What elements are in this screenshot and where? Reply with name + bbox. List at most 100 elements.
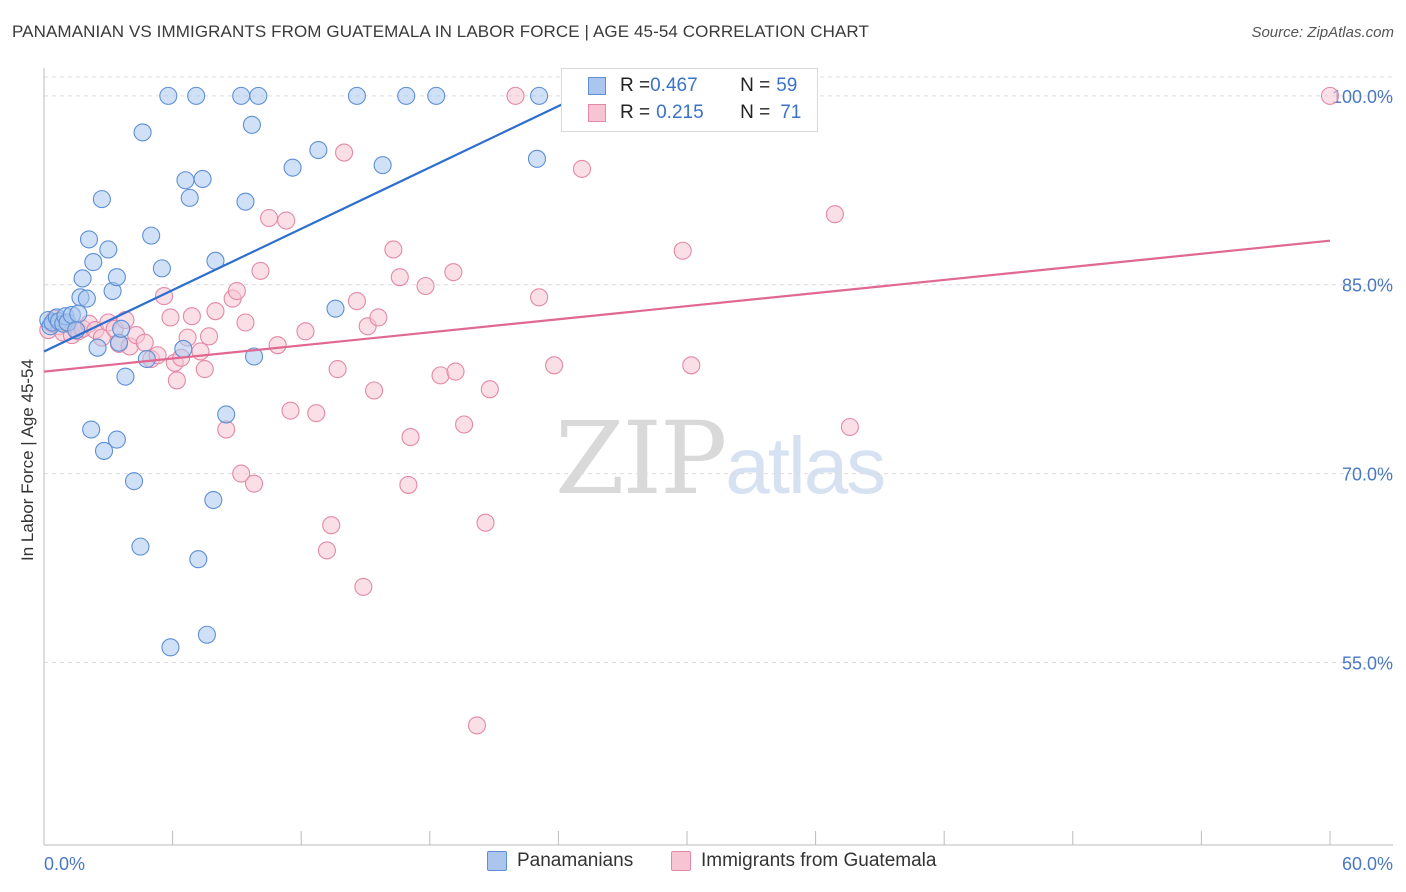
panamanian-point — [193, 169, 212, 189]
panamanian-point — [94, 441, 114, 460]
panamanian-point — [88, 338, 107, 357]
panamanian-point — [161, 638, 180, 657]
y-tick-label: 70.0% — [1342, 465, 1393, 485]
guatemala-point — [431, 366, 450, 385]
panamanian-point — [373, 156, 392, 175]
legend-swatch-pink — [588, 104, 606, 122]
guatemala-point — [506, 86, 525, 105]
y-tick-label: 85.0% — [1342, 276, 1393, 296]
panamanian-point — [99, 240, 118, 259]
guatemala-point — [390, 268, 409, 287]
panamanian-point — [77, 289, 96, 308]
legend-n-label: N = — [740, 75, 771, 96]
panamanian-point — [180, 188, 199, 207]
panamanian-point — [137, 349, 156, 369]
legend-item-panamanians[interactable]: Panamanians — [487, 850, 633, 872]
legend-n-value: 71 — [780, 102, 802, 123]
chart-source: Source: ZipAtlas.com — [1251, 24, 1394, 41]
panamanian-point — [176, 171, 195, 190]
stats-legend: R = 0.467 N = 59 R = 0.215 N = 71 — [561, 68, 818, 132]
chart-title: PANAMANIAN VS IMMIGRANTS FROM GUATEMALA … — [12, 22, 869, 41]
panamanian-point — [326, 299, 345, 318]
panamanian-point — [244, 347, 264, 366]
legend-r-value: 0.215 — [656, 102, 704, 123]
guatemala-point — [135, 333, 154, 352]
guatemala-point — [572, 159, 592, 178]
panamanian-point — [107, 430, 126, 449]
guatemala-point — [545, 356, 564, 375]
x-tick-label: 60.0% — [1342, 854, 1393, 874]
guatemala-point — [251, 261, 270, 280]
panamanian-point — [232, 86, 251, 105]
guatemala-point — [354, 577, 373, 596]
legend-label-panamanians: Panamanians — [517, 850, 634, 871]
panamanian-point — [527, 149, 547, 168]
watermark: ZIPatlas — [555, 400, 886, 517]
panamanian-point — [131, 537, 150, 556]
guatemala-point — [268, 336, 287, 355]
guatemala-point — [530, 288, 549, 307]
guatemala-point — [673, 241, 692, 260]
panamanian-point — [133, 123, 152, 142]
panamanian-point — [159, 86, 178, 105]
panamanian-point — [107, 268, 126, 287]
guatemala-point — [347, 292, 366, 311]
panamanian-trendline — [43, 94, 581, 353]
guatemala-point — [281, 401, 300, 420]
panamanian-point — [309, 140, 328, 160]
panamanian-point — [347, 86, 366, 105]
y-tick-label: 55.0% — [1342, 653, 1393, 673]
y-tick-label: 100.0% — [1332, 87, 1393, 107]
guatemala-point — [476, 513, 495, 532]
panamanian-point — [79, 230, 99, 249]
panamanian-point — [217, 405, 236, 424]
guatemala-point — [307, 404, 326, 423]
panamanian-point — [82, 420, 101, 439]
guatemala-point — [195, 360, 214, 379]
guatemala-point — [682, 356, 701, 375]
guatemala-point — [335, 143, 354, 162]
guatemala-point — [182, 307, 201, 326]
watermark-zip: ZIP — [555, 400, 727, 517]
guatemala-point — [446, 362, 465, 381]
legend-label-guatemala: Immigrants from Guatemala — [701, 850, 937, 871]
guatemala-point — [236, 313, 255, 332]
guatemala-point — [259, 208, 279, 228]
watermark-atlas: atlas — [725, 421, 886, 510]
guatemala-point — [455, 415, 474, 434]
panamanian-point — [69, 304, 88, 323]
guatemala-point — [399, 475, 418, 494]
legend-swatch-blue — [487, 851, 507, 871]
guatemala-point — [161, 308, 180, 327]
legend-item-guatemala[interactable]: Immigrants from Guatemala — [671, 850, 936, 872]
guatemala-point — [1320, 86, 1340, 105]
panamanian-point — [189, 550, 208, 569]
legend-row-panamanians: R = 0.467 N = 59 — [588, 74, 797, 98]
guatemala-point — [444, 263, 463, 282]
legend-n-label: N = — [740, 102, 771, 123]
panamanian-point — [124, 472, 144, 491]
guatemala-point — [401, 428, 420, 447]
guatemala-point — [227, 281, 246, 301]
guatemala-point — [467, 716, 487, 735]
panamanian-point — [116, 367, 135, 386]
panamanian-point — [174, 339, 193, 358]
guatemala-point — [167, 371, 186, 390]
x-tick-label: 0.0% — [44, 854, 85, 874]
guatemala-point — [369, 308, 388, 327]
panamanian-point — [236, 192, 255, 211]
guatemala-point — [825, 205, 844, 224]
guatemala-point — [317, 541, 336, 560]
guatemala-trendline — [43, 239, 1331, 373]
panamanian-point — [204, 490, 223, 510]
guatemala-point — [244, 474, 264, 493]
panamanian-point — [112, 319, 131, 338]
legend-swatch-blue — [588, 77, 606, 95]
guatemala-point — [480, 380, 499, 399]
panamanian-point — [249, 86, 268, 105]
panamanian-point — [197, 625, 216, 644]
guatemala-point — [199, 327, 219, 346]
panamanian-point — [73, 269, 92, 288]
panamanian-point — [187, 86, 206, 105]
panamanian-point — [283, 158, 302, 177]
